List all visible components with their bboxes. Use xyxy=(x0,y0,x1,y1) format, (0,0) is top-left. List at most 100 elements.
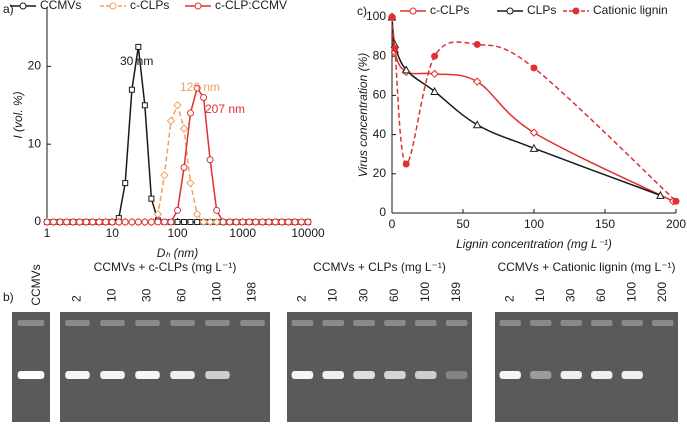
marker xyxy=(472,120,482,129)
gel-label: CCMVs xyxy=(29,264,43,305)
legend-label: c-CLPs xyxy=(430,3,469,17)
annotation: 30 nm xyxy=(120,54,153,68)
lane-label: 189 xyxy=(449,282,463,302)
lane-label: 2 xyxy=(502,295,516,302)
gel-band xyxy=(384,371,406,379)
marker xyxy=(174,206,181,214)
marker xyxy=(63,218,71,226)
y-tick-label: 0 xyxy=(34,214,41,228)
gel-band xyxy=(621,371,643,379)
gel-band xyxy=(499,371,521,379)
marker xyxy=(430,86,439,95)
marker xyxy=(108,218,116,226)
marker xyxy=(141,218,149,226)
marker xyxy=(193,84,201,92)
marker xyxy=(199,217,208,227)
legend-label: c-CLPs xyxy=(130,0,169,12)
gel-band xyxy=(445,371,468,379)
panel-label: a) xyxy=(3,2,14,16)
marker xyxy=(128,218,136,226)
lane-label: 30 xyxy=(356,288,370,302)
marker xyxy=(245,218,253,226)
gel-title: CCMVs + CLPs (mg L⁻¹) xyxy=(313,260,446,274)
gel-band xyxy=(353,371,375,379)
lane-label: 2 xyxy=(70,295,84,302)
gel-well xyxy=(652,320,674,326)
x-tick-label: 50 xyxy=(456,217,470,231)
y-tick-label: 80 xyxy=(373,48,387,62)
marker xyxy=(128,86,135,93)
gel-well xyxy=(384,320,406,326)
marker xyxy=(226,218,234,226)
marker xyxy=(200,93,208,101)
x-tick-label: 10 xyxy=(106,226,120,240)
lane-label: 30 xyxy=(563,288,577,302)
gel-image xyxy=(287,312,472,422)
legend-label: CLPs xyxy=(527,3,556,17)
gel-band xyxy=(591,371,613,379)
y-tick-label: 20 xyxy=(28,59,42,73)
marker xyxy=(258,218,266,226)
gel-band xyxy=(205,371,230,379)
marker xyxy=(122,180,129,187)
lane-label: 10 xyxy=(533,288,547,302)
x-axis-label: Lignin concentration (mg L⁻¹) xyxy=(456,237,612,251)
marker xyxy=(50,218,58,226)
marker xyxy=(291,218,299,226)
marker xyxy=(115,218,123,226)
gel-title: CCMVs + Cationic lignin (mg L⁻¹) xyxy=(497,260,675,274)
marker xyxy=(187,219,194,225)
marker xyxy=(95,218,103,226)
marker xyxy=(180,164,188,172)
gel-well xyxy=(240,320,265,326)
marker xyxy=(154,218,162,226)
legend-marker xyxy=(506,7,514,15)
gel-well xyxy=(621,320,643,326)
y-tick-label: 10 xyxy=(28,136,42,150)
marker xyxy=(43,218,51,226)
lane-label: 198 xyxy=(245,282,259,302)
marker xyxy=(174,219,181,225)
gel-band xyxy=(414,371,437,379)
legend-label: Cationic lignin xyxy=(593,3,668,17)
gel-well xyxy=(205,320,230,326)
lane-label: 60 xyxy=(387,288,401,302)
marker xyxy=(297,218,305,226)
lane-label: 30 xyxy=(140,288,154,302)
marker xyxy=(121,218,129,226)
gel-well xyxy=(322,320,345,326)
legend-marker xyxy=(109,2,117,10)
marker xyxy=(252,218,260,226)
gel-image xyxy=(495,312,678,422)
y-axis-label: Virus concentration (%) xyxy=(356,53,370,178)
marker xyxy=(219,218,227,226)
marker xyxy=(656,190,665,199)
marker xyxy=(205,217,215,227)
gel-image xyxy=(12,312,50,422)
legend-marker xyxy=(572,7,580,15)
gel-band xyxy=(65,371,90,379)
panel-label: b) xyxy=(3,290,14,304)
marker xyxy=(284,218,292,226)
x-axis-label: Dₕ (nm) xyxy=(157,246,199,260)
marker xyxy=(402,160,410,168)
marker xyxy=(206,156,214,164)
gel-band xyxy=(322,371,345,379)
x-tick-label: 200 xyxy=(666,217,686,231)
gel-band xyxy=(135,371,160,379)
legend-label: CCMVs xyxy=(40,0,81,12)
marker xyxy=(212,217,221,227)
x-tick-label: 100 xyxy=(167,226,187,240)
marker xyxy=(431,52,439,60)
gel-title: CCMVs + c-CLPs (mg L⁻¹) xyxy=(94,260,237,274)
lane-label: 100 xyxy=(418,282,432,302)
gel-well xyxy=(560,320,582,326)
marker xyxy=(401,65,411,74)
marker xyxy=(166,116,176,126)
gel-well xyxy=(17,320,45,326)
marker xyxy=(56,218,64,226)
marker xyxy=(430,69,439,79)
annotation: 126 nm xyxy=(180,80,220,94)
legend-marker xyxy=(409,7,417,15)
